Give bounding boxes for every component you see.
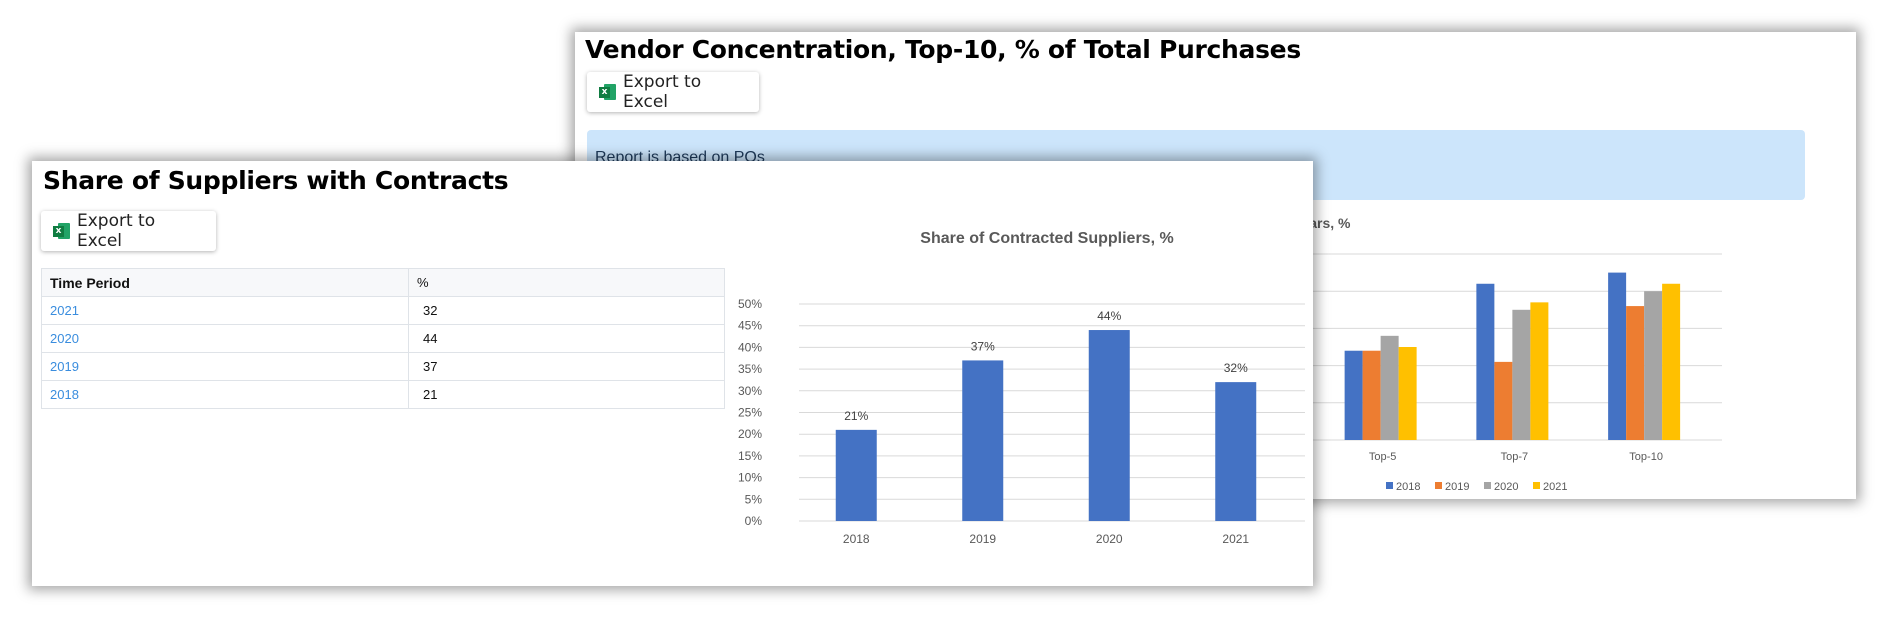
period-link[interactable]: 2020 <box>41 324 409 353</box>
y-tick-label: 10% <box>738 471 762 485</box>
y-tick-label: 30% <box>738 384 762 398</box>
percent-cell: 37 <box>408 352 725 381</box>
x-tick-label: Top-5 <box>1369 451 1397 463</box>
bar-2019-top-5 <box>1362 350 1381 440</box>
legend-label: 2019 <box>1445 481 1469 493</box>
percent-cell: 32 <box>408 296 725 325</box>
table-row: 2021 32 <box>41 296 725 325</box>
export-button-label: Export to Excel <box>623 72 702 112</box>
page-title: Share of Suppliers with Contracts <box>43 166 509 195</box>
legend-label: 2018 <box>1396 481 1420 493</box>
period-link[interactable]: 2018 <box>41 380 409 409</box>
bar-2020-top-10 <box>1644 291 1663 440</box>
period-link[interactable]: 2019 <box>41 352 409 381</box>
legend-label: 2020 <box>1494 481 1518 493</box>
export-to-excel-button[interactable]: x Export to Excel <box>587 72 759 112</box>
data-label: 37% <box>971 339 995 353</box>
y-tick-label: 50% <box>738 297 762 311</box>
data-label: 44% <box>1097 309 1121 323</box>
bar-2019-top-10 <box>1626 306 1645 440</box>
x-tick-label: 2020 <box>1096 532 1123 546</box>
column-header-percent[interactable]: % <box>408 268 725 297</box>
legend-label: 2021 <box>1543 481 1567 493</box>
x-tick-label: Top-7 <box>1501 451 1529 463</box>
data-label: 32% <box>1224 361 1248 375</box>
legend-swatch-2021 <box>1533 482 1540 489</box>
bar-2020-top-5 <box>1380 335 1399 440</box>
data-label: 21% <box>844 409 868 423</box>
y-tick-label: 35% <box>738 362 762 376</box>
table-header-row: Time Period % <box>41 268 725 297</box>
bar-2018 <box>835 429 877 521</box>
legend-swatch-2019 <box>1435 482 1442 489</box>
bar-2021 <box>1215 382 1257 521</box>
legend-swatch-2018 <box>1386 482 1393 489</box>
y-tick-label: 40% <box>738 340 762 354</box>
table-row: 2020 44 <box>41 324 725 353</box>
bar-2021-top-5 <box>1398 347 1417 440</box>
y-tick-label: 5% <box>745 492 763 506</box>
time-period-table: Time Period % 2021 32 2020 44 2019 37 20… <box>41 268 725 409</box>
x-tick-label: 2021 <box>1222 532 1249 546</box>
bar-2021-top-7 <box>1530 302 1549 440</box>
x-tick-label: Top-10 <box>1629 451 1663 463</box>
bar-2020-top-7 <box>1512 309 1531 440</box>
column-header-time-period[interactable]: Time Period <box>41 268 409 297</box>
table-row: 2018 21 <box>41 380 725 409</box>
table-row: 2019 37 <box>41 352 725 381</box>
period-link[interactable]: 2021 <box>41 296 409 325</box>
x-tick-label: 2019 <box>969 532 996 546</box>
legend-swatch-2020 <box>1484 482 1491 489</box>
y-tick-label: 20% <box>738 427 762 441</box>
percent-cell: 21 <box>408 380 725 409</box>
export-to-excel-button[interactable]: x Export to Excel <box>41 211 216 251</box>
bar-2020 <box>1088 330 1130 521</box>
x-tick-label: 2018 <box>843 532 870 546</box>
export-button-label: Export to Excel <box>77 211 156 251</box>
bar-2018-top-5 <box>1344 350 1363 440</box>
y-tick-label: 25% <box>738 406 762 420</box>
suppliers-contracts-panel: Share of Suppliers with Contracts x Expo… <box>32 161 1313 586</box>
contracted-suppliers-chart: Share of Contracted Suppliers, % 0% 5% 10% 1… <box>738 230 1305 546</box>
bar-2019-top-7 <box>1494 361 1513 440</box>
y-tick-label: 0% <box>745 514 763 528</box>
excel-icon: x <box>53 223 70 239</box>
chart-title: Share of Contracted Suppliers, % <box>920 230 1173 247</box>
excel-icon: x <box>599 84 616 100</box>
y-tick-label: 15% <box>738 449 762 463</box>
page-title: Vendor Concentration, Top-10, % of Total… <box>585 35 1301 64</box>
y-tick-label: 45% <box>738 319 762 333</box>
bar-2018-top-7 <box>1476 283 1495 440</box>
bar-2018-top-10 <box>1608 272 1627 440</box>
bar-2019 <box>962 360 1004 521</box>
percent-cell: 44 <box>408 324 725 353</box>
bar-2021-top-10 <box>1662 283 1681 440</box>
